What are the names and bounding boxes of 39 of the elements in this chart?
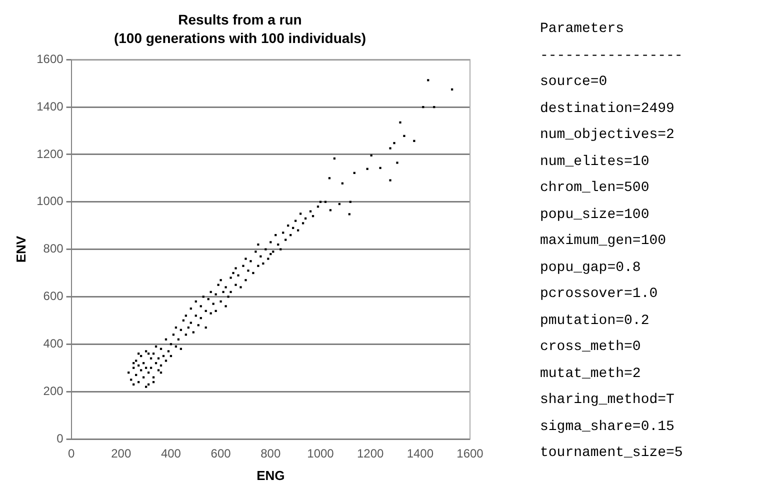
y-tick-label: 1600	[36, 52, 64, 66]
text: tournament_size=5	[540, 444, 683, 463]
y-tick-label: 200	[43, 384, 64, 398]
x-tick-label: 1400	[406, 446, 434, 461]
y-tick-label: 800	[43, 242, 64, 256]
text: chrom_len=500	[540, 179, 650, 198]
y-tick-label: 1400	[36, 99, 64, 114]
text: maximum_gen=100	[540, 232, 668, 251]
y-tick-label: 1200	[36, 146, 64, 161]
text: pmutation=0.2	[540, 312, 650, 330]
text: -----------------	[540, 46, 683, 66]
text: popu_gap=0.8	[540, 258, 642, 278]
x-tick-label: 600	[210, 446, 232, 461]
x-tick-label: 1200	[356, 446, 384, 461]
text: popu_size=100	[540, 206, 650, 224]
text: sigma_share=0.15	[540, 418, 676, 436]
x-tick-label: 400	[160, 446, 182, 461]
x-tick-label: 0	[68, 446, 75, 461]
x-tick-label: 200	[111, 446, 132, 461]
text: cross_meth=0	[540, 338, 642, 357]
y-axis-title: ENV	[13, 236, 28, 263]
chart-subtitle: (100 generations with 100 individuals)	[114, 30, 366, 46]
y-tick-label: 1000	[36, 194, 64, 208]
y-tick-label: 600	[43, 289, 64, 304]
text: mutat_meth=2	[540, 364, 642, 384]
text: num_objectives=2	[540, 126, 676, 145]
text: pcrossover=1.0	[540, 285, 659, 304]
text: Parameters	[540, 20, 626, 39]
y-tick-label: 0	[56, 431, 64, 446]
chart-title: Results from a run	[178, 11, 302, 28]
y-tick-label: 400	[43, 336, 64, 350]
x-axis-title: ENG	[256, 468, 285, 483]
x-tick-label: 1600	[456, 446, 484, 461]
x-tick-label: 800	[260, 446, 281, 461]
text: destination=2499	[540, 100, 676, 118]
x-tick-label: 1000	[307, 446, 334, 461]
source-note: source=0	[540, 73, 608, 92]
text: sharing_method=T	[540, 391, 676, 410]
text: num_elites=10	[540, 152, 650, 172]
